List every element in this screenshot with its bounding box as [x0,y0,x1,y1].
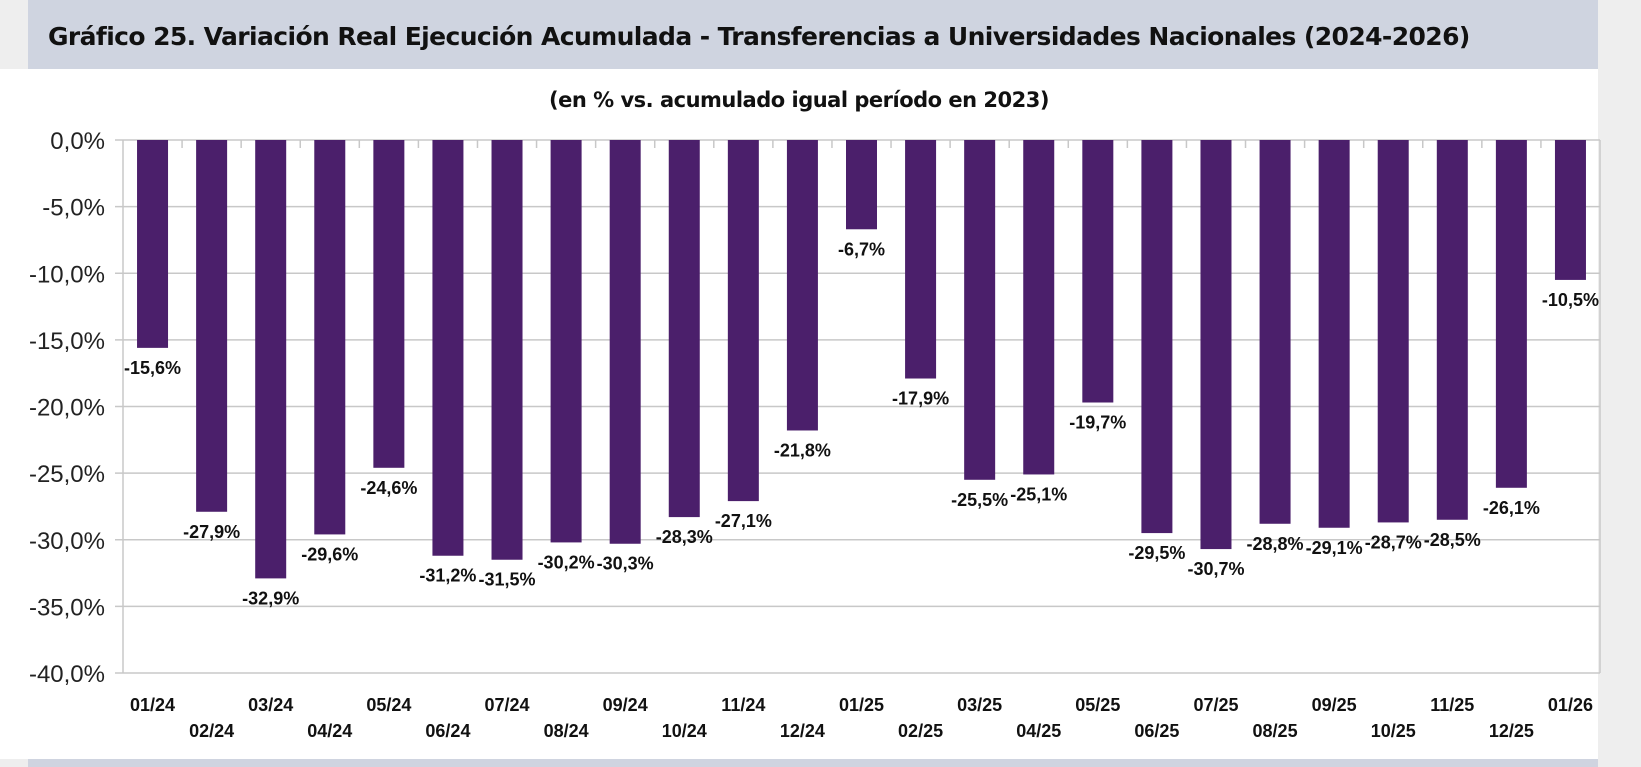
y-tick-label: -15,0% [29,328,105,355]
data-label: -10,5% [1542,290,1599,310]
x-tick-label: 11/25 [1430,695,1474,715]
data-labels: -15,6% -27,9% -32,9% -29,6% -24,6% -31,2% -31,… [124,239,1599,608]
data-label: -27,1% [715,511,772,531]
x-tick-label: 08/24 [544,721,589,741]
bottom-band [28,759,1598,767]
bar-11-25 [1436,140,1468,520]
bar-11-24 [727,140,759,502]
x-tick-label: 06/24 [425,721,470,741]
data-label: -32,9% [242,588,299,608]
data-label: -21,8% [774,440,831,460]
x-tick-label: 02/24 [189,721,234,741]
data-label: -6,7% [838,239,885,259]
x-tick-label: 04/25 [1016,721,1061,741]
data-label: -25,1% [1010,484,1067,504]
y-tick-label: -10,0% [29,261,105,288]
x-tick-label: 12/25 [1489,721,1534,741]
x-tick-label: 07/25 [1193,695,1238,715]
x-tick-label: 11/24 [721,695,765,715]
chart-subtitle: (en % vs. acumulado igual período en 202… [549,88,1049,112]
x-tick-label: 07/24 [484,695,529,715]
x-tick-label: 12/24 [780,721,825,741]
bar-07-25 [1200,140,1232,550]
data-label: -29,6% [301,544,358,564]
bar-01-25 [846,140,877,230]
x-tick-label: 10/24 [662,721,707,741]
data-label: -28,8% [1247,534,1304,554]
bar-10-25 [1377,140,1409,523]
x-tick-label: 05/24 [366,695,411,715]
bar-08-24 [550,140,582,543]
x-axis-ticks: 01/24 02/24 03/24 04/24 05/24 06/24 07/24 08/24… [130,695,1593,741]
data-label: -29,5% [1128,543,1185,563]
x-tick-label: 01/24 [130,695,175,715]
bar-03-24 [255,140,287,579]
data-label: -25,5% [951,490,1008,510]
data-label: -30,7% [1187,559,1244,579]
y-tick-label: -5,0% [42,195,105,222]
data-label: -30,2% [538,552,595,572]
x-tick-label: 09/25 [1312,695,1357,715]
bar-09-25 [1318,140,1350,528]
x-tick-label: 03/25 [957,695,1002,715]
data-label: -31,2% [419,566,476,586]
bar-10-24 [668,140,700,518]
bar-12-24 [786,140,818,431]
x-tick-label: 04/24 [307,721,352,741]
bar-01-24 [137,140,169,348]
data-label: -31,5% [478,570,535,590]
chart-title: Gráfico 25. Variación Real Ejecución Acu… [48,22,1470,51]
y-tick-label: 0,0% [50,128,105,155]
data-label: -27,9% [183,522,240,542]
y-tick-label: -20,0% [29,395,105,422]
bar-05-24 [373,140,405,468]
x-tick-label: 01/26 [1548,695,1593,715]
x-tick-label: 06/25 [1134,721,1179,741]
y-tick-label: -40,0% [29,661,105,688]
data-label: -28,7% [1365,532,1422,552]
y-axis-ticks: 0,0% -5,0% -10,0% -15,0% -20,0% -25,0% -30,0% -… [29,128,105,688]
x-tick-label: 10/25 [1371,721,1416,741]
bar-07-24 [491,140,523,560]
bar-06-25 [1141,140,1173,534]
y-tick-label: -35,0% [29,594,105,621]
data-label: -26,1% [1483,498,1540,518]
x-tick-label: 08/25 [1253,721,1298,741]
bar-09-24 [609,140,641,544]
data-label: -29,1% [1306,538,1363,558]
bar-02-25 [905,140,937,379]
data-label: -17,9% [892,389,949,409]
data-label: -28,3% [656,527,713,547]
y-tick-label: -25,0% [29,461,105,488]
data-label: -30,3% [597,554,654,574]
data-label: -24,6% [360,478,417,498]
bar-04-25 [1023,140,1055,475]
bar-12-25 [1495,140,1527,488]
data-label: -28,5% [1424,530,1481,550]
bar-08-25 [1259,140,1291,524]
x-tick-label: 02/25 [898,721,943,741]
x-tick-label: 09/24 [603,695,648,715]
bars [137,140,1586,579]
y-tick-label: -30,0% [29,528,105,555]
title-band: Gráfico 25. Variación Real Ejecución Acu… [28,0,1598,69]
bar-03-25 [964,140,996,480]
bar-01-26 [1554,140,1586,280]
data-label: -19,7% [1069,413,1126,433]
x-tick-label: 03/24 [248,695,293,715]
bar-04-24 [314,140,346,535]
bar-06-24 [432,140,464,556]
bar-05-25 [1082,140,1114,403]
x-tick-label: 05/25 [1075,695,1120,715]
x-tick-label: 01/25 [839,695,884,715]
data-label: -15,6% [124,358,181,378]
bar-02-24 [196,140,228,512]
